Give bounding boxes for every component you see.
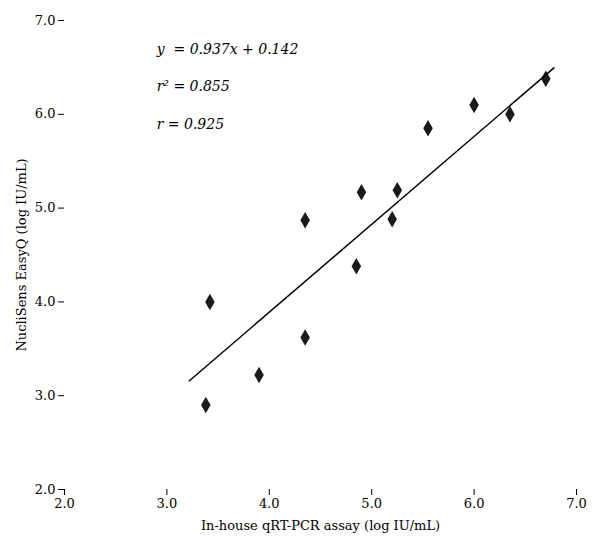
svg-text:In-house qRT-PCR assay (log IU: In-house qRT-PCR assay (log IU/mL): [201, 518, 440, 533]
svg-text:4.0: 4.0: [259, 496, 280, 511]
svg-text:4.0: 4.0: [35, 294, 56, 309]
svg-text:NucliSens EasyQ (log IU/mL): NucliSens EasyQ (log IU/mL): [14, 158, 29, 351]
svg-text:5.0: 5.0: [35, 200, 56, 215]
svg-text:3.0: 3.0: [35, 388, 56, 403]
svg-text:7.0: 7.0: [35, 13, 56, 28]
svg-text:2.0: 2.0: [35, 482, 56, 497]
svg-text:2.0: 2.0: [54, 496, 75, 511]
svg-text:3.0: 3.0: [157, 496, 178, 511]
svg-text:y = 0.937x + 0.142: y = 0.937x + 0.142: [156, 41, 299, 57]
svg-text:6.0: 6.0: [464, 496, 485, 511]
svg-text:r² = 0.855: r² = 0.855: [157, 78, 230, 94]
svg-text:7.0: 7.0: [566, 496, 587, 511]
svg-text:r = 0.925: r = 0.925: [157, 116, 224, 132]
svg-text:5.0: 5.0: [361, 496, 382, 511]
svg-text:6.0: 6.0: [35, 106, 56, 121]
